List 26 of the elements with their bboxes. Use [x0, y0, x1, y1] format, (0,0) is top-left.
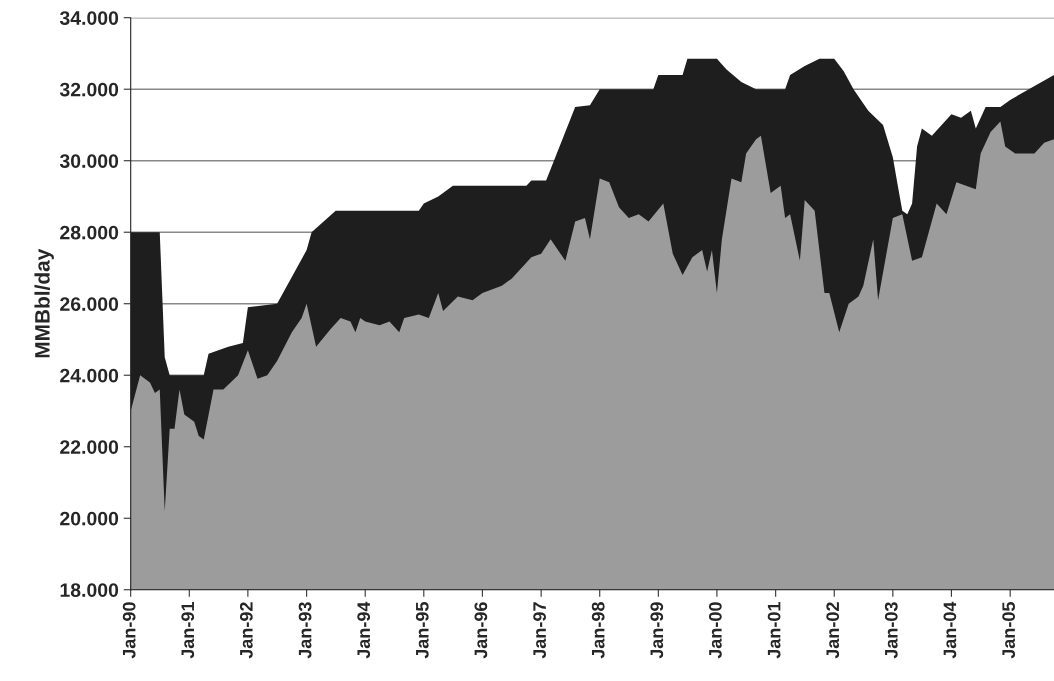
x-tick-label: Jan-97: [533, 602, 546, 659]
x-tick-label: Jan-98: [591, 602, 605, 659]
x-tick-label: Jan-94: [357, 601, 371, 659]
x-tick-label: Jan-00: [708, 602, 722, 659]
y-axis-title: MMBbl/day: [34, 248, 54, 358]
x-tick-label: Jan-92: [239, 602, 253, 659]
y-tick-label: 22.000: [60, 440, 119, 454]
y-tick-label: 34.000: [59, 11, 119, 25]
y-tick-label: 30.000: [59, 154, 119, 168]
x-tick-label: Jan-91: [181, 602, 195, 659]
x-tick-label: Jan-01: [767, 602, 781, 659]
x-tick-label: Jan-93: [298, 602, 312, 659]
y-tick-label: 32.000: [59, 82, 119, 97]
y-tick-label: 28.000: [60, 225, 119, 240]
x-tick-label: Jan-04: [943, 601, 957, 659]
y-tick-label: 24.000: [60, 368, 119, 383]
x-tick-label: Jan-02: [826, 602, 840, 659]
y-tick-label: 20.000: [60, 511, 119, 526]
y-tick-label: 18.000: [60, 583, 119, 597]
y-tick-label: 26.000: [60, 297, 119, 311]
x-tick-label: Jan-95: [415, 602, 429, 659]
x-tick-label: Jan-96: [474, 602, 488, 659]
x-tick-label: Jan-03: [884, 602, 898, 659]
x-tick-label: Jan-99: [650, 602, 664, 659]
x-tick-label: Jan-90: [122, 602, 136, 659]
x-tick-label: Jan-05: [1002, 602, 1016, 659]
